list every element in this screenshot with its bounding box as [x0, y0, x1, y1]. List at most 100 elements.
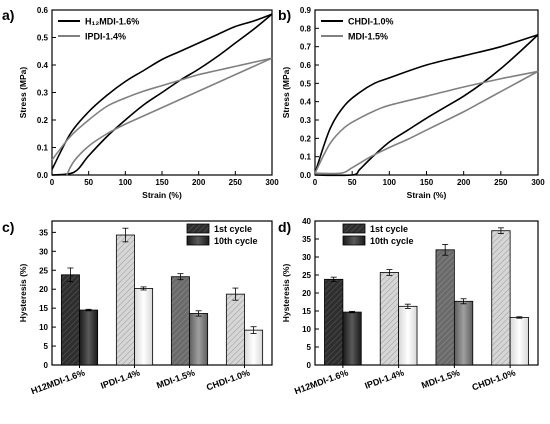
- legend-swatch: [186, 235, 210, 246]
- y-tick-label: 0.6: [37, 6, 49, 15]
- bar-10th-cycle: [244, 329, 264, 366]
- y-tick-label: 0: [44, 361, 49, 370]
- series-0-unloading-curve: [51, 13, 273, 176]
- y-tick-label: 0.1: [37, 144, 49, 153]
- y-tick-label: 25: [302, 271, 311, 280]
- y-tick-label: 0.4: [37, 61, 49, 70]
- bar-10th-cycle: [342, 311, 362, 366]
- legend-label: IPDI-1.4%: [85, 32, 126, 42]
- series-0-loading-curve: [314, 33, 539, 174]
- y-axis-title: Stress (MPa): [18, 67, 28, 119]
- bar-10th-cycle: [79, 309, 99, 366]
- panel-label: c): [2, 219, 14, 235]
- category-label: CHDI-1.0%: [205, 367, 251, 392]
- y-tick-label: 15: [39, 304, 48, 313]
- panel-c-hysteresis-bar-chart: c) 0 5 10 15 20 25 30 35 Hysteresis (%) H12MDI-1.6…: [2, 219, 273, 396]
- x-tick-label: 150: [420, 178, 434, 187]
- y-tick-label: 0: [307, 361, 312, 370]
- x-tick-label: 250: [229, 178, 243, 187]
- bar-1st-cycle: [60, 274, 80, 366]
- y-tick-label: 0.6: [300, 61, 312, 70]
- y-tick-label: 0.2: [37, 116, 49, 125]
- y-axis-title: Hysteresis (%): [18, 264, 28, 323]
- y-tick-label: 35: [39, 228, 48, 237]
- category-label: IPDI-1.4%: [363, 367, 405, 390]
- bar-10th-cycle: [453, 300, 474, 366]
- bar-1st-cycle: [115, 234, 135, 366]
- y-tick-label: 0.0: [300, 171, 312, 180]
- x-axis-title: Strain (%): [407, 190, 447, 200]
- y-tick-label: 20: [39, 285, 48, 294]
- panel-a-stress-strain-chart: a) 0.0 0.1 0.2 0.3 0.4 0.5 0.6 Stress (MPa) 0 50 10…: [2, 6, 279, 200]
- x-tick-label: 100: [383, 178, 397, 187]
- category-label: H12MDI-1.6%: [30, 367, 87, 396]
- legend-label: 1st cycle: [370, 224, 408, 234]
- x-tick-label: 100: [119, 178, 133, 187]
- y-tick-label: 25: [39, 266, 48, 275]
- x-tick-label: 200: [192, 178, 206, 187]
- series-0-loading-curve: [51, 13, 273, 170]
- x-tick-label: 300: [531, 178, 545, 187]
- y-axis-title: Hysteresis (%): [281, 264, 291, 323]
- category-label: MDI-1.5%: [155, 367, 196, 390]
- panel-label: b): [278, 7, 291, 23]
- y-tick-label: 0.3: [300, 116, 312, 125]
- legend-swatch: [342, 235, 366, 246]
- legend-label: 10th cycle: [214, 236, 258, 246]
- y-tick-label: 15: [302, 307, 311, 316]
- y-tick-label: 10: [39, 323, 48, 332]
- series-0-unloading-curve: [314, 34, 539, 177]
- bar-1st-cycle: [379, 272, 400, 366]
- category-label: H12MDI-1.6%: [293, 367, 350, 396]
- legend-label: 1st cycle: [214, 224, 252, 234]
- series-1-loading-curve: [51, 57, 273, 161]
- series-1-unloading-curve: [65, 57, 273, 176]
- bar-1st-cycle: [491, 230, 511, 366]
- panel-b-stress-strain-chart: b) 0.0 0.1 0.2 0.3 0.4 0.5 0.6 0.7 0.8 0.9 Stress (…: [278, 6, 545, 200]
- x-tick-label: 300: [265, 178, 279, 187]
- bar-10th-cycle: [134, 288, 154, 366]
- x-tick-label: 50: [84, 178, 93, 187]
- bar-1st-cycle: [435, 249, 455, 366]
- x-tick-label: 200: [457, 178, 471, 187]
- y-tick-label: 0.2: [300, 134, 312, 143]
- y-tick-label: 20: [302, 289, 311, 298]
- legend-label: 10th cycle: [370, 236, 414, 246]
- panel-label: d): [278, 219, 291, 235]
- y-tick-label: 0.4: [300, 98, 312, 107]
- panel-label: a): [2, 7, 14, 23]
- y-tick-label: 0.0: [37, 171, 49, 180]
- y-tick-label: 30: [302, 253, 311, 262]
- legend-swatch: [342, 223, 366, 234]
- category-label: IPDI-1.4%: [99, 367, 141, 390]
- x-tick-label: 0: [313, 178, 318, 187]
- y-tick-label: 0.5: [300, 79, 312, 88]
- legend-label: MDI-1.5%: [348, 32, 388, 42]
- y-tick-label: 0.1: [300, 153, 312, 162]
- bar-10th-cycle: [398, 305, 418, 366]
- y-tick-label: 5: [44, 342, 49, 351]
- x-tick-label: 50: [348, 178, 357, 187]
- y-tick-label: 5: [307, 343, 312, 352]
- y-tick-label: 0.5: [37, 34, 49, 43]
- x-tick-label: 150: [155, 178, 169, 187]
- series-1-unloading-curve: [314, 70, 539, 175]
- series-1-loading-curve: [314, 70, 539, 174]
- y-tick-label: 30: [39, 247, 48, 256]
- plot-frame: [51, 220, 273, 366]
- panel-d-hysteresis-bar-chart: d) 0 5 10 15 20 25 30 35 40 Hysteresis (%) H12MDI-1…: [278, 217, 539, 396]
- x-tick-label: 250: [494, 178, 508, 187]
- y-tick-label: 35: [302, 235, 311, 244]
- y-tick-label: 0.9: [300, 6, 312, 15]
- y-axis-title: Stress (MPa): [281, 67, 291, 119]
- bar-10th-cycle: [189, 313, 209, 366]
- bar-1st-cycle: [170, 276, 190, 366]
- bar-1st-cycle: [225, 293, 245, 366]
- y-tick-label: 40: [302, 217, 311, 226]
- category-label: MDI-1.5%: [420, 367, 461, 390]
- y-tick-label: 0.7: [300, 43, 312, 52]
- legend-label: CHDI-1.0%: [348, 17, 394, 27]
- y-tick-label: 0.8: [300, 24, 312, 33]
- category-label: CHDI-1.0%: [471, 367, 517, 392]
